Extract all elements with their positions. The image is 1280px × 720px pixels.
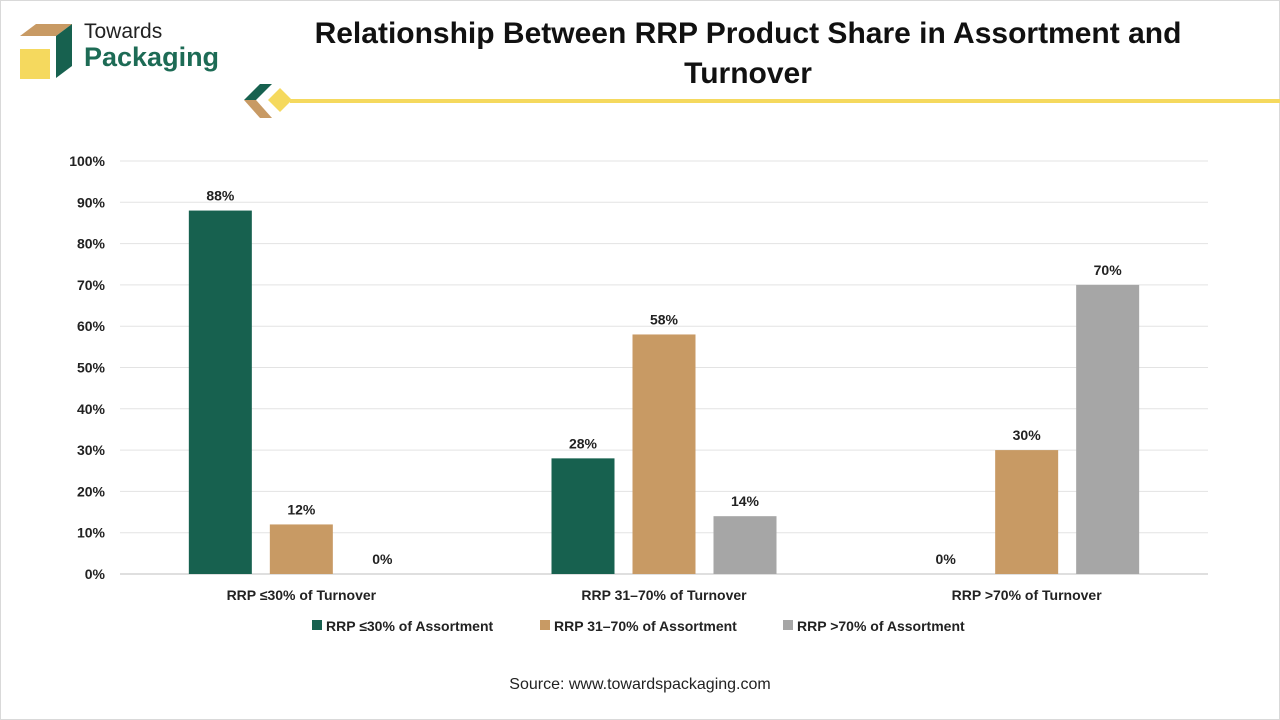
bar	[713, 516, 777, 574]
x-tick-label: RRP ≤30% of Turnover	[227, 587, 377, 603]
legend-swatch	[312, 620, 322, 630]
brand-line1: Towards	[84, 20, 163, 43]
y-tick-label: 20%	[77, 483, 106, 499]
bar	[995, 450, 1059, 574]
source-text: Source: www.towardspackaging.com	[509, 676, 771, 693]
y-tick-label: 100%	[69, 153, 105, 169]
bar-chart: 0% 10% 20% 30% 40% 50% 60% 70% 80% 90% 100% RRP ≤30…	[69, 153, 1208, 634]
bar	[632, 334, 696, 574]
x-tick-label: RRP >70% of Turnover	[952, 587, 1103, 603]
bar	[269, 524, 333, 574]
data-label: 0%	[936, 551, 957, 567]
y-tick-label: 80%	[77, 236, 106, 252]
data-label: 12%	[287, 501, 316, 517]
data-label: 0%	[372, 551, 393, 567]
title-decoration-icon	[244, 84, 1280, 118]
legend-label: RRP 31–70% of Assortment	[554, 618, 737, 634]
chart-title: Relationship Between RRP Product Share i…	[314, 17, 1182, 90]
legend-label: RRP >70% of Assortment	[797, 618, 965, 634]
data-label: 30%	[1013, 427, 1042, 443]
y-tick-label: 90%	[77, 194, 106, 210]
y-tick-label: 0%	[85, 566, 106, 582]
brand-line2: Packaging	[84, 42, 220, 72]
data-label: 14%	[731, 493, 760, 509]
legend-swatch	[540, 620, 550, 630]
bar	[1076, 284, 1140, 574]
data-label: 88%	[206, 188, 235, 204]
bar	[551, 458, 615, 574]
y-tick-label: 10%	[77, 525, 106, 541]
legend-label: RRP ≤30% of Assortment	[326, 618, 494, 634]
bar	[188, 210, 252, 574]
y-tick-label: 50%	[77, 360, 106, 376]
legend-swatch	[783, 620, 793, 630]
y-tick-label: 60%	[77, 318, 106, 334]
data-label: 28%	[569, 435, 598, 451]
logo-icon	[20, 24, 72, 79]
x-tick-label: RRP 31–70% of Turnover	[581, 587, 747, 603]
y-tick-label: 70%	[77, 277, 106, 293]
y-tick-label: 30%	[77, 442, 106, 458]
data-label: 70%	[1094, 262, 1123, 278]
data-label: 58%	[650, 311, 679, 327]
y-tick-label: 40%	[77, 401, 106, 417]
